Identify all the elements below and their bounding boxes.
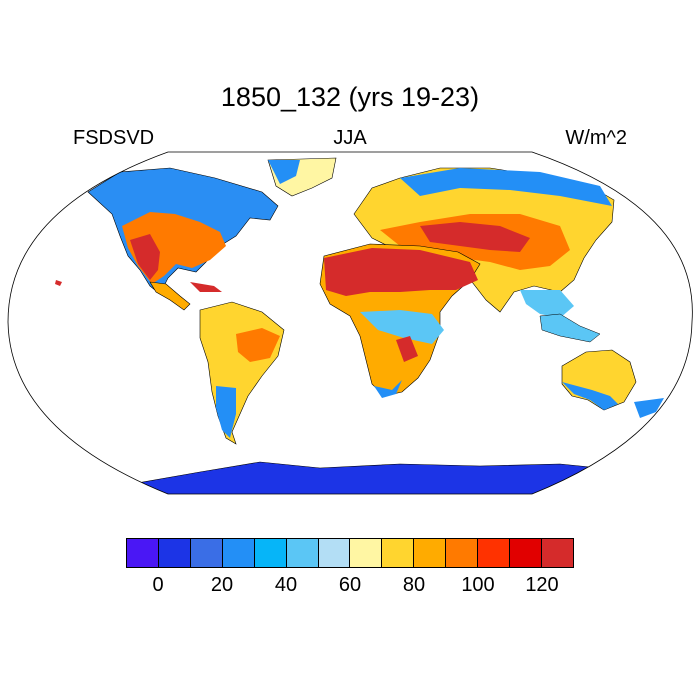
colorbar-tick-label: 40: [274, 574, 298, 596]
units-label: W/m^2: [565, 127, 627, 149]
plot-title: 1850_132 (yrs 19-23): [220, 82, 480, 112]
colorbar-swatch: [541, 539, 573, 567]
map-border: [7, 151, 693, 495]
colorbar-tick-label: 20: [210, 574, 234, 596]
south-america: [199, 301, 285, 445]
colorbar-swatch: [510, 539, 542, 567]
colorbar-tick-label: 80: [402, 574, 426, 596]
colorbar-tick-label: 0: [152, 574, 164, 596]
colorbar-swatch: [382, 539, 415, 567]
colorbar: [126, 538, 574, 568]
central-america: [149, 281, 191, 311]
colorbar-swatch: [127, 539, 159, 567]
colorbar-swatch: [350, 539, 383, 567]
variable-label: FSDSVD: [73, 127, 155, 149]
colorbar-tick-label: 120: [525, 574, 559, 596]
colorbar-swatch: [158, 539, 191, 567]
na-southwest: [130, 234, 160, 280]
colorbar-swatch: [254, 539, 287, 567]
colorbar-swatch: [414, 539, 447, 567]
colorbar-swatch: [318, 539, 351, 567]
antarctica: [99, 461, 681, 494]
colorbar-tick-label: 100: [461, 574, 495, 596]
season-label: JJA: [333, 127, 367, 149]
colorbar-swatch: [190, 539, 223, 567]
colorbar-swatch: [286, 539, 319, 567]
colorbar-swatch: [222, 539, 255, 567]
colorbar-swatch: [446, 539, 479, 567]
colorbar-swatch: [478, 539, 511, 567]
colorbar-tick-label: 60: [338, 574, 362, 596]
